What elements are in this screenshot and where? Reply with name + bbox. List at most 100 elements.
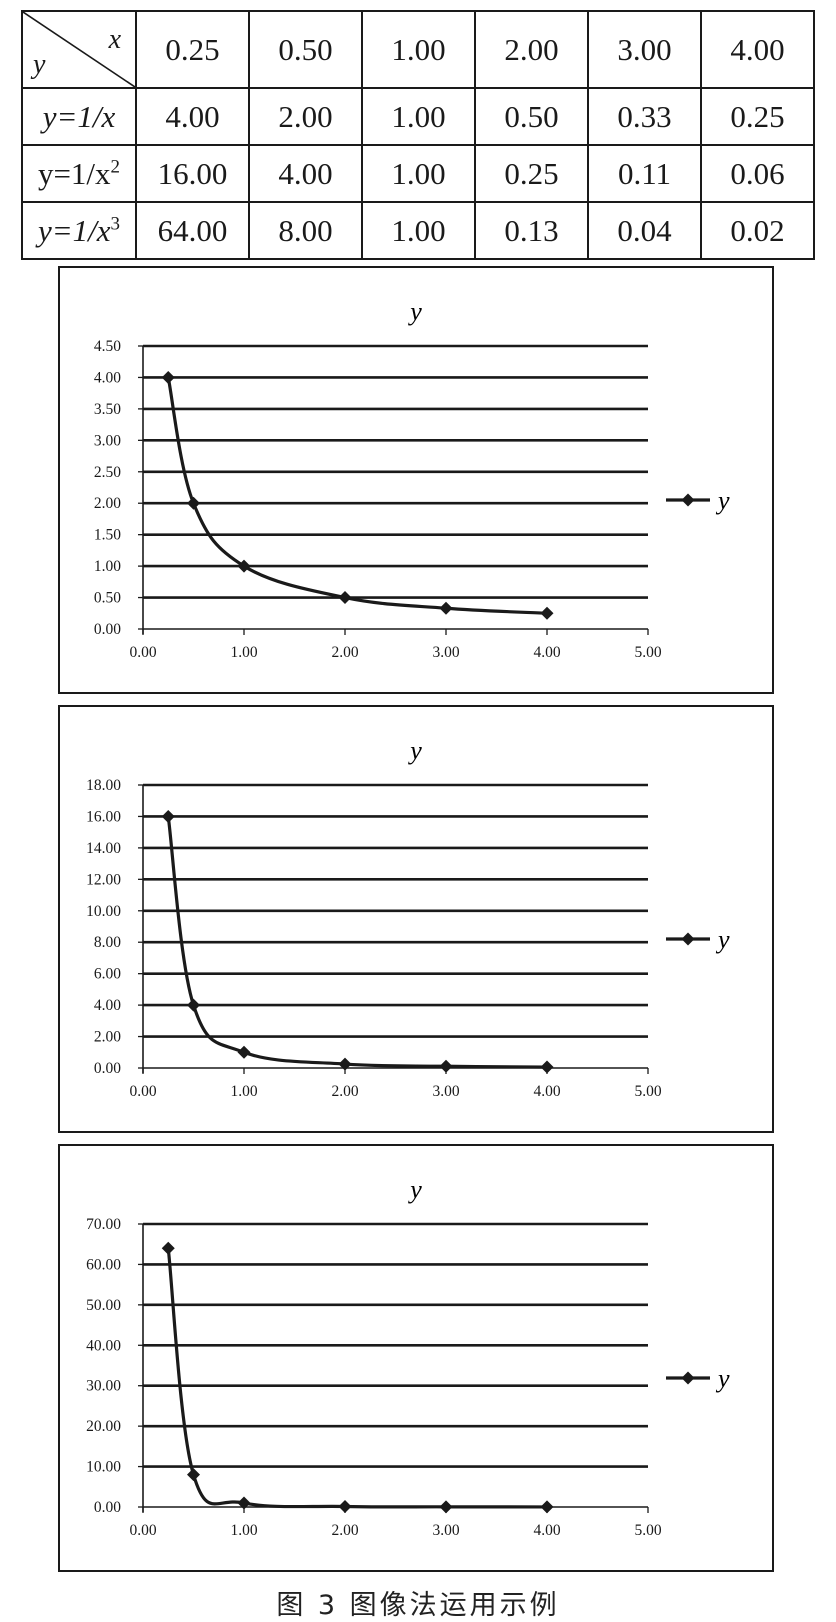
header-cell: 0.25	[135, 10, 250, 89]
table-row: y=1/x2 16.00 4.00 1.00 0.25 0.11 0.06	[21, 144, 815, 203]
table-header-row: x y 0.25 0.50 1.00 2.00 3.00 4.00	[21, 10, 815, 89]
data-point	[338, 1499, 352, 1513]
y-tick-label: 1.00	[94, 558, 121, 575]
y-tick-label: 60.00	[86, 1256, 121, 1273]
x-tick-label: 2.00	[331, 1522, 358, 1539]
y-tick-label: 4.00	[94, 369, 121, 386]
y-tick-label: 6.00	[94, 966, 121, 983]
corner-x-label: x	[108, 24, 121, 55]
x-tick-label: 2.00	[331, 644, 358, 661]
chart-2-svg: y 0.00 2.00 4.00 6.00 8.00 10.00 12.00 14.00 16.0…	[86, 736, 730, 1100]
data-point	[187, 1468, 200, 1482]
chart-frame-1: y 0.00 0.50 1.00 1.50 2.00 2.50 3.00 3.50 4.00 4.5…	[58, 266, 774, 694]
chart-3-svg: y 0.00 10.00 20.00 30.00 40.00 50.00 60.00 70.00…	[86, 1175, 730, 1539]
data-point	[540, 1500, 554, 1514]
y-tick-label: 0.50	[94, 590, 121, 607]
legend-marker	[681, 932, 695, 946]
y-tick-label: 0.00	[94, 1060, 121, 1077]
y-tick-label: 16.00	[86, 808, 121, 825]
table-cell: 0.33	[587, 87, 702, 146]
y-tick-label: 30.00	[86, 1378, 121, 1395]
y-tick-label: 2.50	[94, 464, 121, 481]
header-cell: 0.50	[248, 10, 363, 89]
legend-marker	[681, 1371, 695, 1385]
row-label: y=1/x	[21, 87, 137, 146]
table-cell: 2.00	[248, 87, 363, 146]
data-point	[439, 1500, 453, 1514]
x-tick-label: 5.00	[634, 644, 661, 661]
table-cell: 16.00	[135, 144, 250, 203]
data-point	[540, 1060, 554, 1074]
y-tick-label: 1.50	[94, 527, 121, 544]
data-point	[338, 1057, 352, 1071]
x-tick-label: 3.00	[432, 1522, 459, 1539]
y-tick-label: 40.00	[86, 1337, 121, 1354]
x-tick-label: 5.00	[634, 1522, 661, 1539]
y-tick-label: 70.00	[86, 1216, 121, 1233]
legend-marker	[681, 493, 695, 507]
x-tick-label: 4.00	[533, 644, 560, 661]
table-row: y=1/x 4.00 2.00 1.00 0.50 0.33 0.25	[21, 87, 815, 146]
chart-frame-2: y 0.00 2.00 4.00 6.00 8.00 10.00 12.00 14.00 16.0…	[58, 705, 774, 1133]
x-tick-label: 1.00	[230, 1522, 257, 1539]
x-tick-label: 0.00	[129, 644, 156, 661]
y-tick-label: 2.00	[94, 1029, 121, 1046]
y-tick-label: 3.50	[94, 401, 121, 418]
y-tick-label: 12.00	[86, 871, 121, 888]
x-tick-label: 1.00	[230, 644, 257, 661]
x-tick-label: 3.00	[432, 1083, 459, 1100]
data-point	[187, 998, 200, 1012]
chart-1-svg: y 0.00 0.50 1.00 1.50 2.00 2.50 3.00 3.50 4.00 4.5…	[94, 297, 730, 661]
data-point	[237, 1496, 251, 1510]
x-tick-label: 0.00	[129, 1083, 156, 1100]
table-cell: 64.00	[135, 201, 250, 260]
header-cell: 4.00	[700, 10, 815, 89]
series-line	[166, 377, 548, 615]
table-cell: 1.00	[361, 201, 476, 260]
series-line	[166, 816, 548, 1069]
y-tick-label: 8.00	[94, 934, 121, 951]
x-tick-label: 2.00	[331, 1083, 358, 1100]
data-point	[237, 1045, 251, 1059]
legend-label: y	[715, 486, 730, 515]
row-label: y=1/x2	[21, 144, 137, 203]
table-cell: 0.13	[474, 201, 589, 260]
data-point	[439, 1059, 453, 1073]
legend-label: y	[715, 1364, 730, 1393]
data-point	[439, 601, 453, 615]
table-corner-cell: x y	[21, 10, 137, 89]
table-cell: 8.00	[248, 201, 363, 260]
figure-caption: 图 3 图像法运用示例	[276, 1590, 560, 1621]
y-tick-label: 18.00	[86, 777, 121, 794]
data-point	[187, 496, 200, 510]
data-point	[237, 559, 251, 573]
data-point	[338, 591, 352, 605]
data-point	[540, 606, 554, 620]
diagonal-divider	[23, 12, 135, 87]
series-line	[166, 1248, 548, 1509]
y-tick-label: 14.00	[86, 840, 121, 857]
y-tick-label: 3.00	[94, 432, 121, 449]
table-row: y=1/x3 64.00 8.00 1.00 0.13 0.04 0.02	[21, 201, 815, 260]
header-cell: 3.00	[587, 10, 702, 89]
table-cell: 4.00	[248, 144, 363, 203]
y-tick-label: 0.00	[94, 1499, 121, 1516]
values-table: x y 0.25 0.50 1.00 2.00 3.00 4.00 y=1/x …	[21, 10, 815, 260]
table-cell: 0.25	[474, 144, 589, 203]
data-point	[161, 370, 175, 384]
table-cell: 0.04	[587, 201, 702, 260]
data-point	[161, 1241, 175, 1255]
table-cell: 1.00	[361, 87, 476, 146]
chart-frame-3: y 0.00 10.00 20.00 30.00 40.00 50.00 60.00 70.00…	[58, 1144, 774, 1572]
legend-label: y	[715, 925, 730, 954]
x-tick-label: 0.00	[129, 1522, 156, 1539]
table-cell: 0.11	[587, 144, 702, 203]
row-label: y=1/x3	[21, 201, 137, 260]
y-tick-label: 0.00	[94, 621, 121, 638]
chart-title: y	[407, 1175, 422, 1204]
x-tick-label: 1.00	[230, 1083, 257, 1100]
x-tick-label: 5.00	[634, 1083, 661, 1100]
header-cell: 1.00	[361, 10, 476, 89]
y-tick-label: 4.50	[94, 338, 121, 355]
table-cell: 0.50	[474, 87, 589, 146]
